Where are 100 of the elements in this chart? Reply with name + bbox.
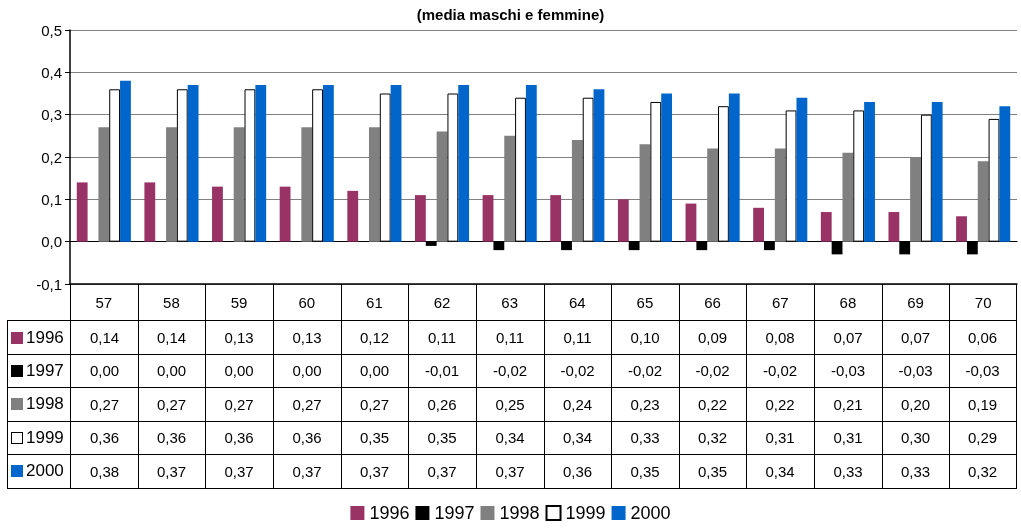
data-label: 0,36	[138, 421, 206, 455]
data-label: -0,02	[476, 354, 545, 388]
x-tick-label: 70	[974, 294, 992, 311]
data-label: 0,11	[476, 320, 545, 355]
legend-label: 1998	[26, 394, 64, 414]
x-tick-label: 57	[95, 294, 113, 311]
data-label: 0,27	[138, 387, 206, 422]
y-tick-label: 0,0	[41, 233, 62, 251]
data-label: 0,27	[341, 387, 409, 422]
bar	[582, 97, 594, 242]
bar	[312, 89, 323, 242]
bar	[120, 80, 131, 242]
data-label: 0,13	[205, 320, 274, 355]
bar	[144, 182, 156, 242]
bar	[390, 85, 402, 242]
legend-label: 1999	[26, 427, 64, 448]
data-label: 0,34	[476, 421, 545, 455]
chart-title: (media maschi e femmine)	[416, 6, 605, 23]
text: 1996	[369, 503, 410, 523]
data-label: -0,03	[814, 354, 883, 388]
x-tick-label: 66	[704, 294, 721, 311]
data-label: 0,36	[273, 421, 342, 455]
bar	[379, 93, 391, 242]
bar	[76, 182, 88, 242]
y-tick-label: 0,1	[41, 190, 62, 208]
data-label: -0,02	[746, 354, 815, 388]
bar	[988, 118, 1000, 242]
x-tick-label: 61	[366, 294, 383, 311]
text: 1997	[26, 360, 64, 380]
data-label: 0,34	[544, 421, 612, 455]
legend-label: 2000	[26, 461, 64, 481]
legend-label: 1996	[26, 327, 64, 348]
x-tick-label: 63	[501, 294, 519, 311]
bar	[187, 85, 199, 242]
bar	[279, 186, 291, 242]
bar	[728, 93, 740, 242]
data-label: 0,22	[746, 387, 815, 422]
data-label: 0,30	[882, 421, 950, 455]
bar	[920, 114, 932, 242]
data-label: 0,35	[408, 421, 477, 455]
bar	[853, 110, 865, 242]
data-label: 0,06	[949, 320, 1017, 355]
bar	[482, 195, 494, 242]
legend-label: 1997	[434, 503, 475, 523]
data-label: 0,31	[746, 421, 815, 455]
bar	[550, 195, 562, 242]
bar	[176, 89, 188, 242]
bar	[617, 199, 629, 242]
x-tick-label: 68	[839, 294, 857, 311]
data-label: -0,03	[949, 354, 1017, 388]
data-label: 0,00	[273, 354, 342, 388]
data-label: 0,37	[205, 454, 274, 489]
data-label: -0,02	[679, 354, 747, 388]
bar	[109, 89, 121, 242]
data-label: 0,32	[679, 421, 747, 455]
data-label: 0,25	[476, 387, 545, 422]
bar	[785, 110, 797, 242]
x-tick-label: 64	[568, 294, 586, 311]
data-label: 0,07	[814, 320, 883, 355]
data-label: 0,27	[70, 387, 139, 422]
bar	[685, 203, 697, 242]
data-label: 0,00	[138, 354, 206, 388]
data-label: 0,36	[544, 454, 612, 489]
x-tick-label: 67	[771, 294, 789, 311]
bar	[447, 93, 459, 242]
data-label: 0,09	[679, 320, 747, 355]
bar	[999, 106, 1011, 242]
y-tick-label: 0,4	[41, 63, 62, 81]
data-label: -0,03	[882, 354, 950, 388]
data-label: 0,23	[611, 387, 680, 422]
data-label: 0,34	[746, 454, 815, 489]
x-tick-label: 69	[907, 294, 924, 311]
data-label: 0,24	[544, 387, 612, 422]
bar	[718, 106, 729, 242]
data-label: 0,35	[341, 421, 409, 455]
data-label: 0,07	[882, 320, 950, 355]
bar	[322, 85, 334, 242]
bar	[212, 186, 223, 242]
data-label: 0,35	[679, 454, 747, 489]
data-label: 0,33	[814, 454, 883, 489]
data-label: 0,29	[949, 421, 1017, 455]
bar	[661, 93, 673, 242]
y-tick-label: 0,2	[41, 148, 62, 166]
data-label: 0,36	[205, 421, 274, 455]
data-label: 0,12	[341, 320, 409, 355]
data-label: 0,27	[273, 387, 342, 422]
bar	[888, 212, 900, 242]
x-tick-label: 59	[230, 294, 248, 311]
bar	[244, 89, 256, 242]
data-label: 0,37	[341, 454, 409, 489]
data-label: 0,37	[273, 454, 342, 489]
bar	[525, 85, 537, 242]
bar	[650, 101, 662, 242]
data-label: 0,14	[70, 320, 139, 355]
data-label: 0,36	[70, 421, 139, 455]
data-label: 0,14	[138, 320, 206, 355]
y-tick-label: 0,5	[41, 21, 62, 39]
bar	[255, 85, 267, 242]
data-label: 0,13	[273, 320, 342, 355]
bar	[458, 85, 470, 242]
